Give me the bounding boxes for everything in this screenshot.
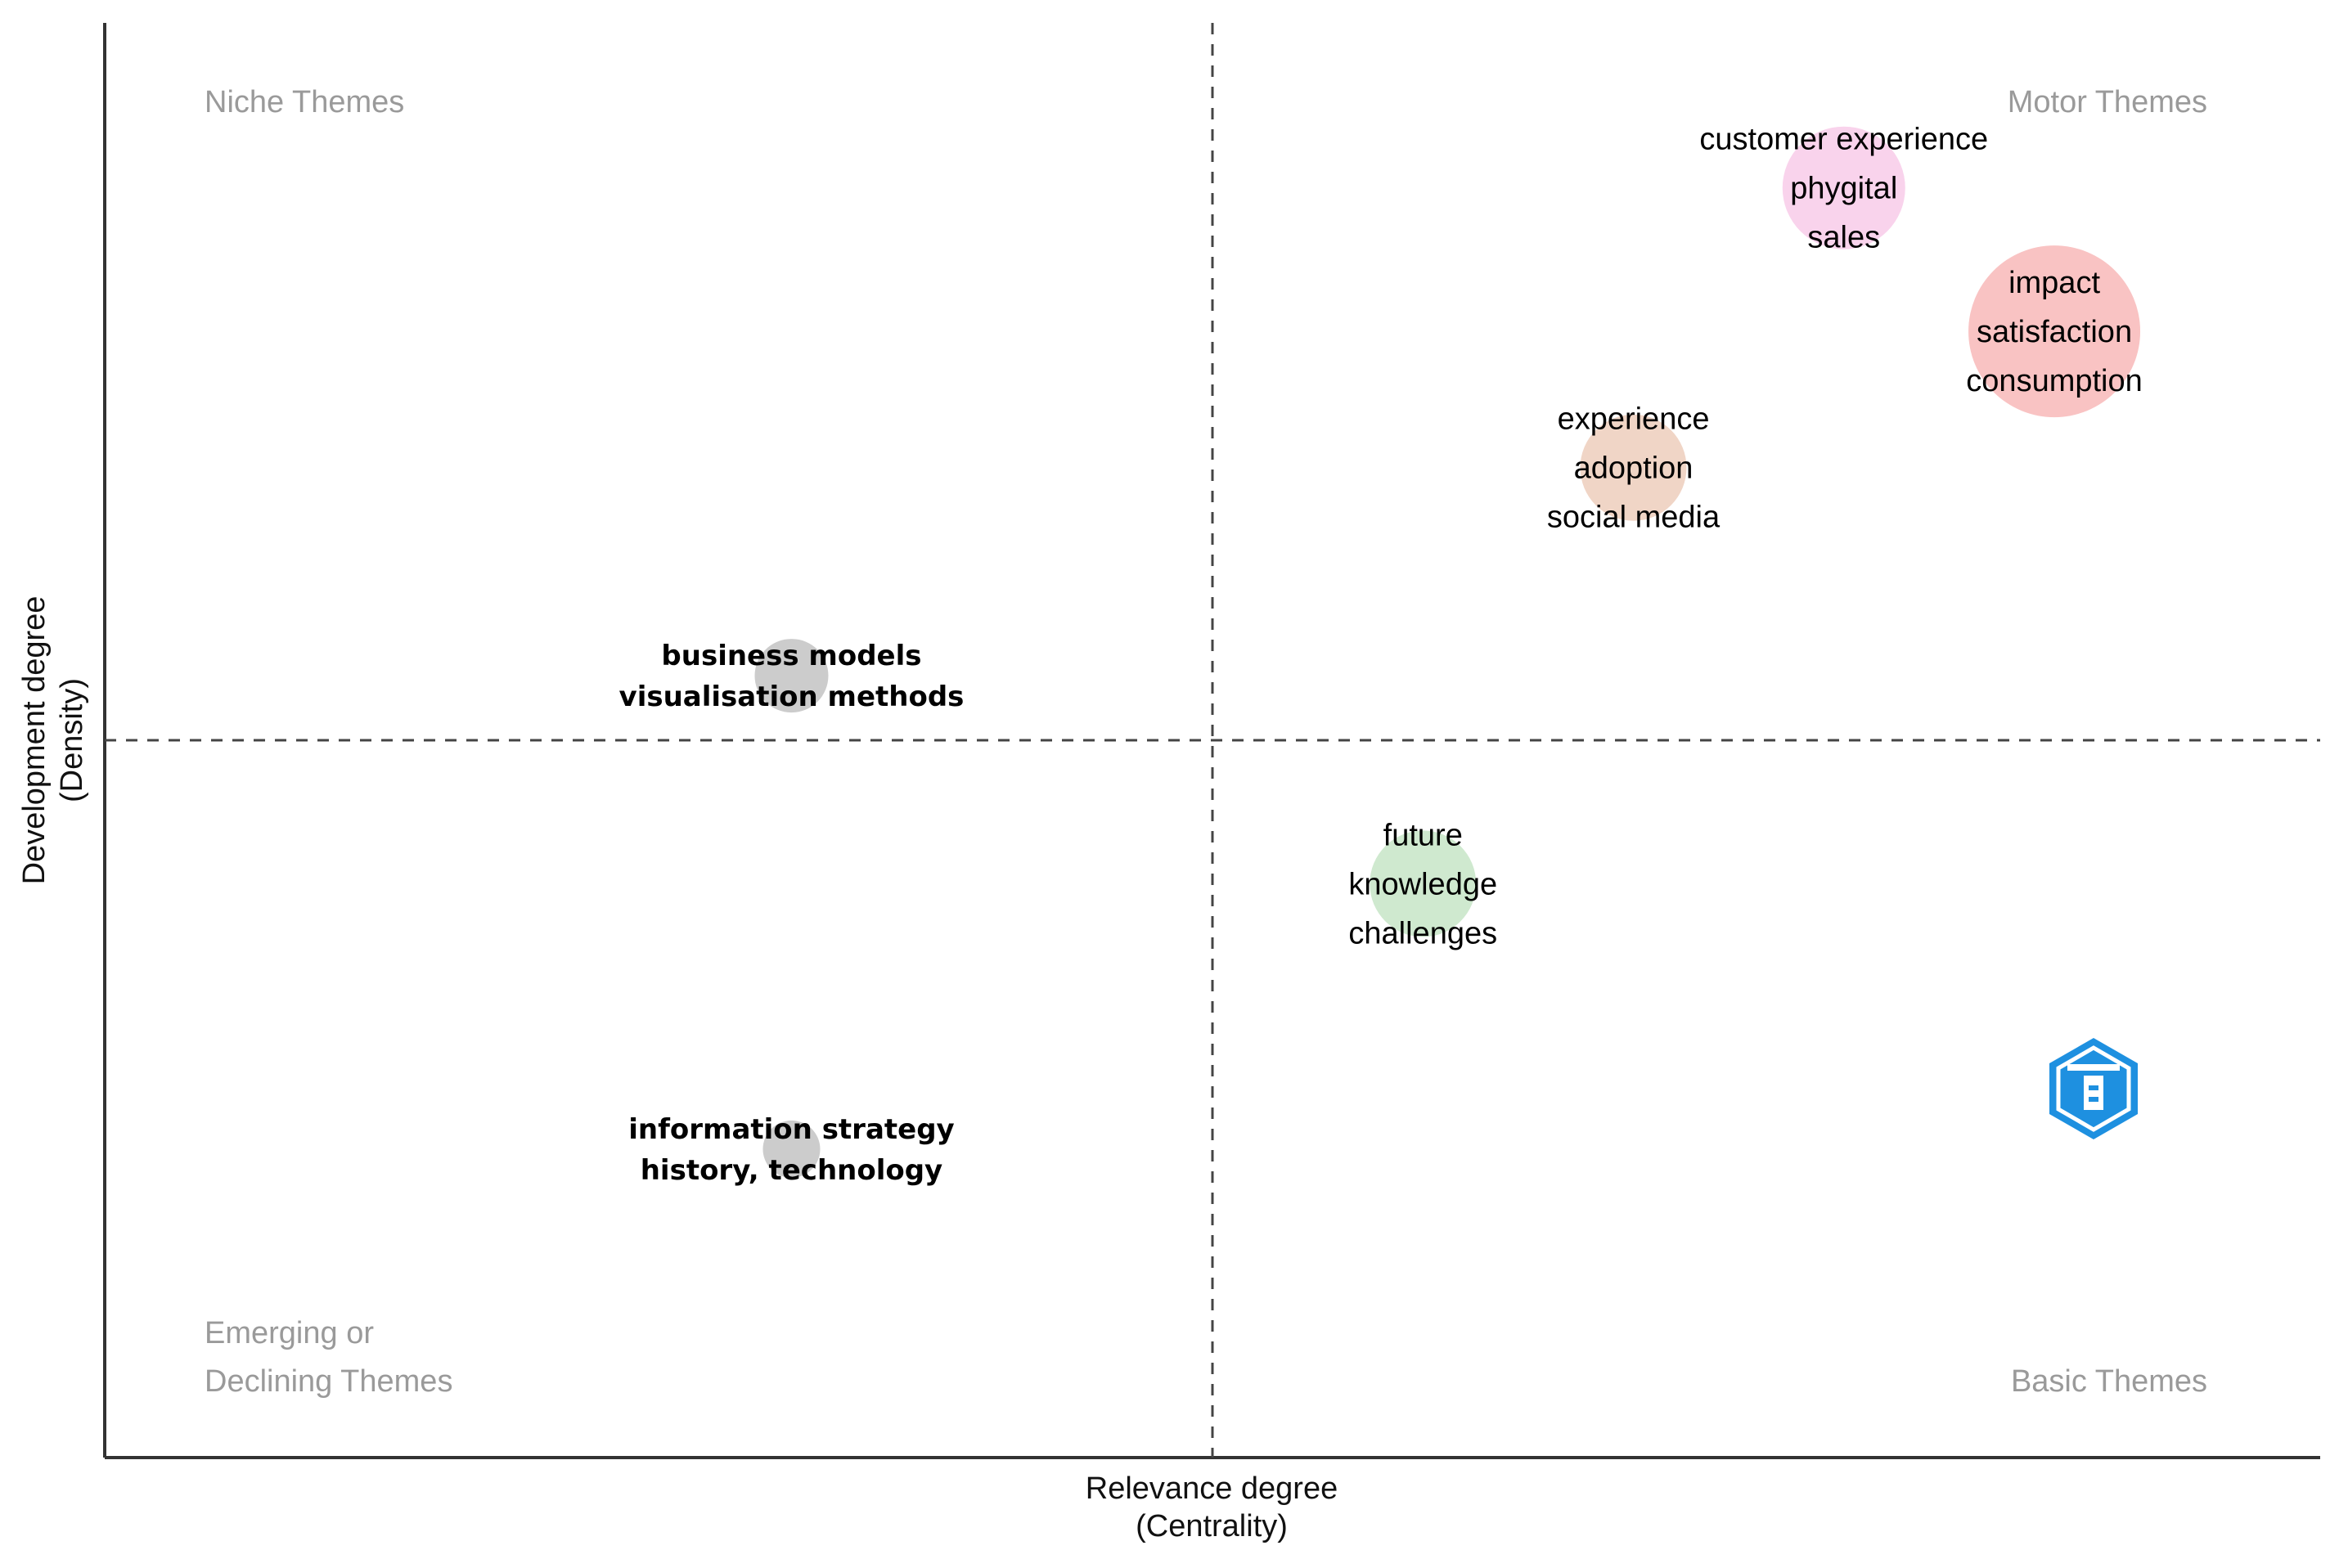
theme-label: information strategy — [628, 1113, 954, 1146]
theme-point: experience adoption social media — [1547, 402, 1721, 535]
theme-label: customer experience — [1699, 123, 1988, 157]
theme-point: impact satisfaction consumption — [1966, 245, 2143, 418]
theme-label: phygital — [1790, 172, 1897, 206]
x-axis-title: Relevance degree — [1086, 1471, 1338, 1506]
y-axis-subtitle: (Density) — [55, 678, 89, 802]
theme-point: business models visualisation methods — [619, 639, 965, 713]
points-layer: customer experience phygital sales impact sa… — [619, 123, 2143, 1187]
theme-label: business models — [661, 640, 921, 672]
theme-label: challenges — [1348, 916, 1497, 950]
theme-bubble — [1580, 414, 1687, 521]
quadrant-label-motor: Motor Themes — [2008, 85, 2207, 119]
theme-label: visualisation methods — [619, 681, 965, 713]
theme-point: future knowledge challenges — [1348, 818, 1497, 950]
theme-label: impact — [2008, 266, 2100, 300]
theme-label: social media — [1547, 501, 1721, 535]
theme-label: adoption — [1574, 452, 1694, 486]
theme-label: consumption — [1966, 364, 2142, 398]
quadrant-label-emerging-line1: Emerging or — [205, 1316, 374, 1350]
quadrant-label-niche: Niche Themes — [205, 85, 404, 119]
theme-label: knowledge — [1348, 867, 1497, 901]
theme-bubble — [762, 1120, 821, 1178]
theme-point: customer experience phygital sales — [1699, 123, 1988, 255]
theme-label: future — [1383, 818, 1463, 852]
theme-bubble — [1370, 830, 1477, 937]
theme-bubble — [1782, 126, 1905, 249]
y-axis-title: Development degree — [17, 596, 52, 885]
theme-bubble — [754, 639, 829, 713]
theme-point: information strategy history, technology — [628, 1113, 954, 1187]
hexagon-logo-icon — [2049, 1038, 2138, 1139]
theme-label: experience — [1558, 402, 1710, 437]
theme-label: history, technology — [641, 1154, 943, 1187]
theme-bubble — [1968, 245, 2141, 418]
theme-label: satisfaction — [1977, 315, 2132, 349]
quadrant-label-basic: Basic Themes — [2011, 1364, 2207, 1399]
theme-label: sales — [1807, 221, 1880, 255]
x-axis-subtitle: (Centrality) — [1136, 1509, 1288, 1543]
quadrant-label-emerging-line2: Declining Themes — [205, 1364, 452, 1399]
